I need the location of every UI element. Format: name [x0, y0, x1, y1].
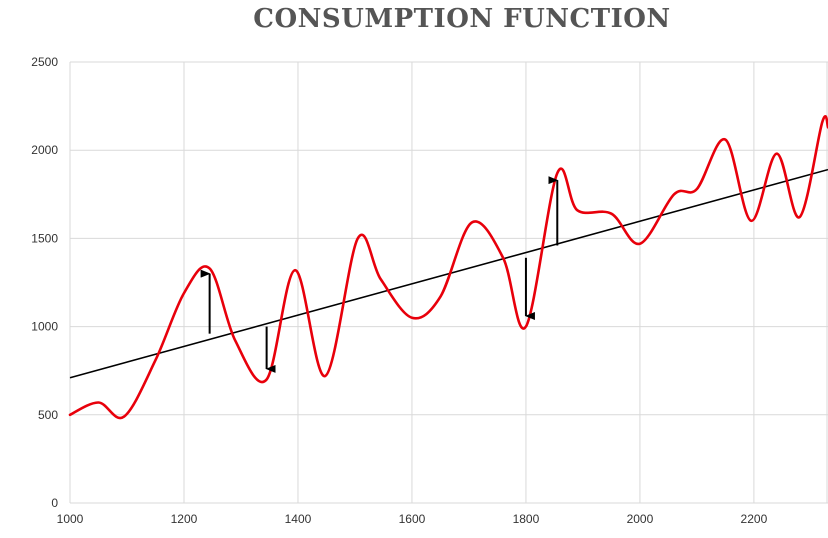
- y-tick-label: 1000: [31, 320, 58, 334]
- x-tick-label: 1000: [57, 512, 84, 526]
- arrow-layer: [200, 176, 559, 373]
- chart-title: CONSUMPTION FUNCTION: [253, 4, 671, 34]
- x-tick-label: 1400: [285, 512, 312, 526]
- y-tick-label: 2000: [31, 143, 58, 157]
- x-tick-label: 1200: [171, 512, 198, 526]
- y-tick-label: 2500: [31, 55, 58, 69]
- x-tick-label: 2200: [741, 512, 768, 526]
- x-tick-label: 1800: [513, 512, 540, 526]
- tick-labels: 0 500 1000 1500 2000 2500 1000 1200 1400 1600 1800…: [31, 55, 767, 526]
- x-tick-label: 2000: [627, 512, 654, 526]
- y-tick-label: 500: [38, 408, 58, 422]
- x-tick-label: 1600: [399, 512, 426, 526]
- grid: [69, 61, 828, 504]
- y-tick-label: 1500: [31, 231, 58, 245]
- y-tick-label: 0: [51, 496, 58, 510]
